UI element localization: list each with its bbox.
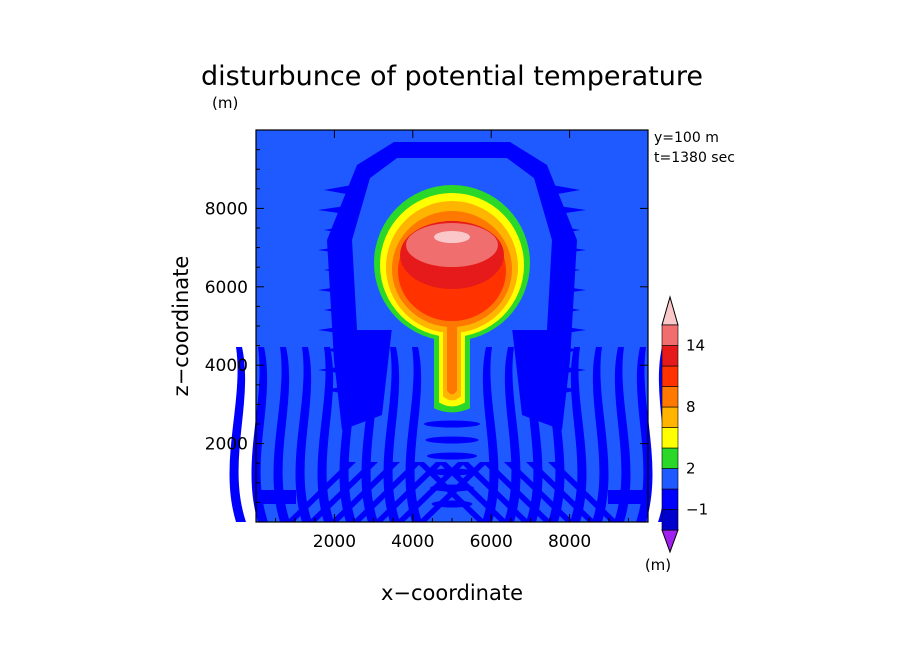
- wave-band: [570, 347, 587, 522]
- wave-band: [361, 347, 378, 522]
- ray-right: [438, 462, 508, 522]
- y-tick-label: 2000: [205, 435, 248, 455]
- chart-subtitle: (m): [212, 94, 238, 112]
- colorbar-unit: (m): [645, 556, 671, 574]
- rib-left: [324, 265, 352, 275]
- colorbar-bin: [661, 406, 679, 428]
- ray-right: [548, 462, 618, 522]
- rib-right: [552, 225, 580, 235]
- wave-band: [592, 347, 609, 522]
- colorbar-bin: [661, 468, 679, 490]
- wave-band: [548, 347, 565, 522]
- ray-left: [330, 462, 400, 522]
- rib-left: [318, 285, 352, 295]
- wave-band: [295, 347, 312, 522]
- x-axis: 2000 4000 6000 8000: [275, 130, 629, 552]
- y-tick-label: 8000: [205, 199, 248, 219]
- wake-ellipse: [425, 436, 479, 444]
- rib-right: [552, 365, 586, 375]
- annotation-position: y=100 m: [654, 130, 719, 146]
- plume-stem: [447, 320, 457, 395]
- wave-band: [339, 347, 356, 522]
- colorbar-bin: [661, 509, 679, 531]
- colorbar-tick-label: 8: [686, 398, 696, 416]
- y-tick-label: 4000: [205, 356, 248, 376]
- wake-ellipse: [424, 420, 480, 428]
- rib-right: [552, 265, 580, 275]
- rib-right: [552, 325, 586, 335]
- wake-ellipse: [431, 500, 473, 508]
- colorbar-bin: [661, 365, 679, 387]
- rib-right: [552, 385, 580, 395]
- colorbar-tick-label: 14: [686, 337, 705, 355]
- colorbar-tick-label: −1: [686, 501, 708, 519]
- ray-right: [416, 462, 486, 522]
- colorbar-tick-label: 2: [686, 460, 696, 478]
- wave-band: [229, 347, 246, 522]
- rib-left: [324, 185, 352, 195]
- rib-right: [552, 205, 586, 215]
- rib-left: [324, 305, 352, 315]
- ray-left: [308, 462, 378, 522]
- colorbar-bin: [661, 386, 679, 408]
- colorbar: −1 2 8 14: [661, 295, 708, 554]
- plume-core: [406, 223, 498, 268]
- ray-right: [504, 462, 574, 522]
- colorbar-bin: [661, 427, 679, 449]
- ray-left: [374, 462, 444, 522]
- wave-band: [383, 347, 400, 522]
- x-tick-label: 6000: [470, 532, 513, 552]
- ray-left: [286, 462, 356, 522]
- surface-layer: [256, 490, 296, 504]
- y-axis: 2000 4000 6000 8000: [205, 149, 648, 503]
- ray-right: [526, 462, 596, 522]
- colorbar-min-arrow: [661, 529, 679, 554]
- rib-right: [552, 345, 580, 355]
- wave-band: [614, 347, 631, 522]
- plot-area: 2000 4000 6000 8000 2000 4000 6000 8000: [205, 129, 675, 552]
- wave-band: [405, 347, 422, 522]
- colorbar-max-arrow: [661, 295, 679, 326]
- chart-title: disturbunce of potential temperature: [201, 61, 703, 92]
- wave-band: [482, 347, 499, 522]
- rib-left: [318, 365, 352, 375]
- colorbar-bin: [661, 324, 679, 346]
- rib-left: [324, 385, 352, 395]
- rib-left: [318, 245, 352, 255]
- ray-left: [396, 462, 466, 522]
- ray-right: [460, 462, 530, 522]
- x-tick-label: 2000: [313, 532, 356, 552]
- annotation-time: t=1380 sec: [654, 150, 735, 166]
- wave-band: [273, 347, 290, 522]
- rib-right: [552, 285, 586, 295]
- ray-left: [352, 462, 422, 522]
- y-axis-label: z−coordinate: [169, 256, 193, 397]
- wake-ellipse: [428, 468, 476, 476]
- x-tick-label: 4000: [391, 532, 434, 552]
- ray-right: [482, 462, 552, 522]
- colorbar-bin: [661, 345, 679, 367]
- rib-left: [318, 205, 352, 215]
- x-tick-label: 8000: [548, 532, 591, 552]
- wake-ellipse: [427, 452, 477, 460]
- plume-max: [434, 231, 470, 244]
- surface-layer: [608, 490, 648, 504]
- x-axis-label: x−coordinate: [381, 581, 523, 605]
- wave-band: [504, 347, 521, 522]
- rib-left: [318, 325, 352, 335]
- rib-left: [324, 225, 352, 235]
- rib-left: [324, 345, 352, 355]
- rib-right: [552, 185, 580, 195]
- wave-band: [526, 347, 543, 522]
- rib-right: [552, 245, 586, 255]
- colorbar-bin: [661, 488, 679, 510]
- colorbar-bin: [661, 447, 679, 469]
- contour-fill: [229, 142, 675, 522]
- y-tick-label: 6000: [205, 278, 248, 298]
- wave-band: [317, 347, 334, 522]
- wake-ellipse: [430, 484, 474, 492]
- rib-right: [552, 305, 580, 315]
